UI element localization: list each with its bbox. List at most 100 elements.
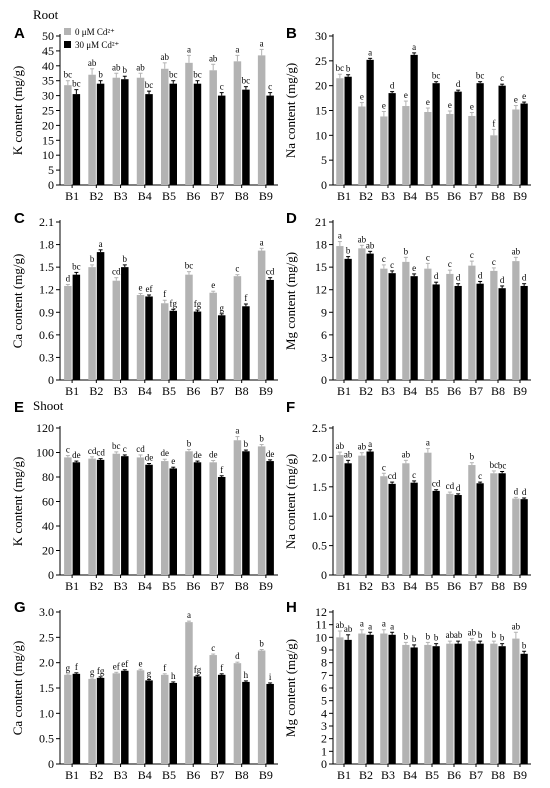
significance-label: g [66,663,71,673]
x-tick-label: B2 [359,768,373,782]
bar-control-b1 [336,246,344,380]
x-tick-label: B5 [162,768,176,782]
bar-cd-b1 [72,673,81,764]
y-tick-label: 1.0 [39,706,54,720]
bar-cd-b7 [476,643,484,764]
bar-cd-b4 [410,647,418,764]
significance-label: c [123,444,127,454]
bar-cd-b3 [388,273,396,380]
y-tick-label: 21 [315,215,327,229]
x-tick-label: B4 [403,768,417,782]
y-tick-label: 2.5 [312,421,327,435]
y-tick-label: 40 [42,519,54,533]
significance-label: bc [193,70,202,80]
bar-cd-b8 [242,681,250,764]
y-tick-label: 5 [321,153,327,167]
x-tick-label: B4 [403,384,417,398]
y-tick-label: 40 [42,59,54,73]
y-axis-label: Mg content (mg/g) [283,252,298,350]
bar-cd-b3 [121,267,129,380]
bar-cd-b8 [242,306,250,380]
significance-label: bc [145,80,154,90]
x-tick-label: B2 [359,384,373,398]
y-tick-label: 8 [321,656,327,670]
significance-label: de [72,450,81,460]
x-tick-label: B3 [381,384,395,398]
bar-control-b9 [512,638,520,764]
bar-control-b6 [446,113,454,185]
significance-label: ab [454,630,463,640]
bar-control-b3 [112,77,121,185]
y-axis-label: Ca content (mg/g) [10,254,25,349]
significance-label: a [235,426,239,436]
significance-label: b [259,434,264,444]
y-tick-label: 0 [321,568,327,582]
significance-label: b [123,254,128,264]
bar-control-b6 [185,451,193,575]
significance-label: fg [194,299,202,309]
y-axis-label: Mg content (mg/g) [283,639,298,737]
bar-control-b5 [161,674,169,764]
significance-label: ef [146,284,153,294]
significance-label: f [75,662,78,672]
y-tick-label: 35 [42,74,54,88]
bar-control-b4 [402,463,410,575]
significance-label: ab [358,234,367,244]
significance-label: cd [88,446,97,456]
significance-label: g [90,667,95,677]
x-tick-label: B9 [513,189,527,203]
significance-label: cd [96,448,105,458]
significance-label: cd [432,479,441,489]
panel-letter: C [14,210,25,227]
bar-cd-b8 [498,646,506,764]
bar-control-b3 [112,280,121,380]
bar-cd-b6 [193,462,202,575]
x-tick-label: B7 [469,579,483,593]
x-tick-label: B4 [138,189,152,203]
bar-cd-b2 [366,59,374,186]
x-tick-label: B6 [447,384,461,398]
bar-cd-b4 [145,680,153,764]
y-tick-label: 0 [321,178,327,192]
significance-label: ab [366,240,375,250]
y-tick-label: 6 [321,328,327,342]
significance-label: b [470,452,475,462]
significance-label: d [500,275,505,285]
significance-label: g [147,668,152,678]
significance-label: b [522,640,527,650]
bar-cd-b7 [217,674,226,764]
significance-label: ab [468,628,477,638]
bar-control-b2 [88,458,96,575]
bar-cd-b1 [344,76,352,185]
bar-cd-b1 [72,274,81,380]
bar-control-b2 [88,267,96,380]
y-tick-label: 1.8 [39,238,54,252]
bar-control-b8 [233,276,242,380]
significance-label: a [368,621,372,631]
x-tick-label: B1 [65,768,79,782]
panel-letter: G [14,599,26,616]
significance-label: c [478,471,482,481]
significance-label: b [500,633,505,643]
bar-control-b1 [64,457,72,575]
bar-cd-b6 [454,285,462,380]
significance-label: c [235,264,239,274]
significance-label: ab [161,52,170,62]
y-tick-label: 0 [321,373,327,387]
bar-cd-b6 [454,91,462,185]
x-tick-label: B2 [359,579,373,593]
bar-cd-b6 [454,495,462,575]
bar-cd-b2 [96,459,105,575]
significance-label: a [368,439,372,449]
bar-control-b8 [233,440,242,575]
y-tick-label: 25 [42,104,54,118]
x-tick-label: B1 [337,579,351,593]
panel-letter: E [14,399,24,416]
bar-control-b5 [424,452,432,575]
bar-cd-b5 [432,83,440,185]
x-tick-label: B1 [65,189,79,203]
y-tick-label: 0.6 [39,328,54,342]
bar-cd-b1 [72,462,81,575]
